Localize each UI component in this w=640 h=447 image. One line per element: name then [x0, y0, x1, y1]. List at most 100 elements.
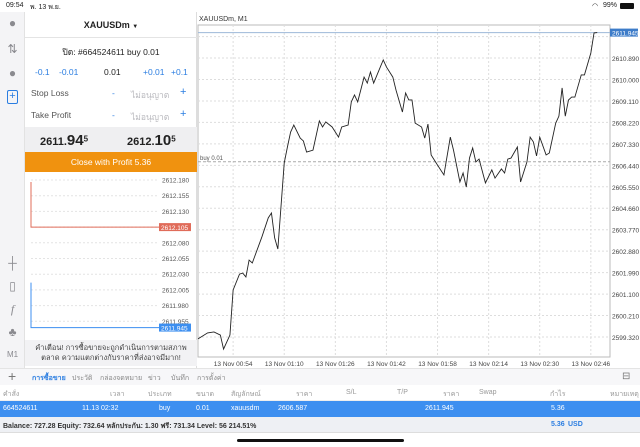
ask-line: [30, 182, 159, 228]
take-profit-minus[interactable]: -: [112, 110, 115, 120]
cell-profit: 5.36: [551, 405, 565, 412]
tab-mailbox[interactable]: กล่องจดหมาย: [100, 375, 143, 382]
ask-price: 2612.105: [127, 132, 176, 149]
tab-journal[interactable]: บันทึก: [171, 375, 190, 382]
close-order-title: ปิด: #664524611 buy 0.01: [62, 47, 160, 57]
tick-label: 2612.155: [162, 193, 189, 200]
take-profit-plus[interactable]: +: [180, 108, 187, 120]
stop-loss-plus[interactable]: +: [180, 86, 187, 98]
date: พ. 13 พ.ย.: [30, 4, 61, 11]
objects-icon[interactable]: ♣: [8, 325, 17, 339]
cell-current-price: 2611.945: [425, 405, 454, 412]
order-panel: XAUUSDm ▼ ปิด: #664524611 buy 0.01 -0.1 …: [25, 12, 197, 368]
tick-chart: 2612.180 2612.155 2612.130 2612.080 2612.055…: [25, 172, 197, 334]
x-tick-label: 13 Nov 01:26: [316, 361, 355, 368]
take-profit-input[interactable]: ไม่อนุญาต: [131, 112, 170, 122]
table-row[interactable]: 664524611 11.13 02:32 buy 0.01 xauusdm 2…: [0, 401, 640, 417]
indicators-icon[interactable]: ▯: [9, 279, 16, 293]
col-profit: กำไร: [550, 391, 566, 398]
crosshair-icon[interactable]: ┼: [8, 256, 17, 270]
new-order-icon[interactable]: +: [7, 90, 18, 104]
bid-tag-label: 2611.945: [161, 326, 188, 333]
home-indicator: [237, 439, 404, 442]
price-line: [197, 32, 598, 351]
tab-news[interactable]: ข่าว: [148, 375, 161, 382]
tick-chart-svg: 2612.180 2612.155 2612.130 2612.080 2612.055…: [30, 178, 191, 333]
price-chart[interactable]: 2610.890 2610.000 2609.110 2608.220 2607.330…: [197, 12, 640, 368]
cell-price: 2606.587: [278, 405, 308, 412]
col-order: คำสั่ง: [3, 391, 20, 398]
ask-tag: [159, 223, 191, 232]
stop-loss-minus[interactable]: -: [112, 88, 115, 98]
y-tick-label: 2600.210: [612, 314, 639, 321]
col-type: ประเภท: [148, 391, 172, 398]
stop-loss-row: Stop Loss - ไม่อนุญาต +: [25, 86, 197, 100]
bid-price: 2611.945: [40, 132, 89, 149]
x-tick-label: 13 Nov 02:14: [469, 361, 508, 368]
x-tick-label: 13 Nov 02:46: [572, 361, 611, 368]
clock: 09:54: [6, 2, 24, 9]
stop-loss-label: Stop Loss: [31, 88, 69, 98]
volume-minus-small[interactable]: -0.01: [59, 67, 79, 77]
volume-plus-small[interactable]: +0.01: [143, 67, 165, 77]
x-tick-label: 13 Nov 02:30: [520, 361, 559, 368]
bid-line: [30, 282, 159, 329]
timeframe-button[interactable]: M1: [6, 350, 19, 359]
battery-percent: 99%: [603, 2, 618, 9]
col-comment: หมายเหตุ: [610, 391, 639, 398]
cell-time: 11.13 02:32: [82, 405, 119, 412]
tab-trade[interactable]: การซื้อขาย: [32, 375, 66, 382]
add-button[interactable]: +: [8, 368, 17, 384]
currency: USD: [568, 421, 583, 428]
tick-label: 2612.080: [162, 240, 189, 247]
x-tick-label: 13 Nov 01:42: [367, 361, 406, 368]
chart-title: XAUUSDm, M1: [199, 16, 248, 23]
cell-volume: 0.01: [196, 405, 210, 412]
close-with-profit-button[interactable]: Close with Profit 5.36: [25, 152, 197, 172]
col-price: ราคา: [296, 391, 313, 398]
current-price-tag: [610, 28, 638, 37]
tool-rail: ● ⇅ ● + ┼ ▯ f ♣ M1: [0, 12, 25, 368]
warning-text: คำเตือน! การซื้อขายจะถูกดำเนินการตามสภาพ…: [25, 340, 197, 366]
function-icon[interactable]: f: [10, 302, 15, 316]
y-tick-label: 2602.880: [612, 249, 639, 256]
tick-label: 2611.980: [162, 303, 189, 310]
take-profit-row: Take Profit - ไม่อนุญาต +: [25, 108, 197, 122]
volume-minus-big[interactable]: -0.1: [35, 67, 50, 77]
x-tick-label: 13 Nov 00:54: [214, 361, 253, 368]
trade-arrows-icon[interactable]: ⇅: [7, 42, 18, 56]
symbol-selector[interactable]: XAUUSDm ▼: [25, 12, 197, 38]
y-tick-label: 2604.660: [612, 206, 639, 213]
volume-row: -0.1 -0.01 0.01 +0.01 +0.1: [25, 67, 197, 79]
x-tick-label: 13 Nov 01:10: [265, 361, 304, 368]
balance-row: Balance: 727.28 Equity: 732.64 หลักประกั…: [0, 417, 640, 433]
chat-icon[interactable]: ●: [8, 66, 17, 80]
tab-history[interactable]: ประวัติ: [72, 375, 93, 382]
volume-plus-big[interactable]: +0.1: [171, 67, 188, 77]
y-tick-label: 2610.000: [612, 77, 639, 84]
tab-settings[interactable]: การตั้งค่า: [197, 375, 226, 382]
current-price-label: 2611.945: [612, 31, 639, 38]
take-profit-label: Take Profit: [31, 110, 72, 120]
tick-label: 2612.180: [162, 178, 189, 185]
chevron-down-icon: ▼: [132, 24, 139, 30]
cell-type: buy: [159, 405, 171, 412]
col-volume: ขนาด: [196, 391, 215, 398]
terminal-tabs: + การซื้อขาย ประวัติ กล่องจดหมาย ข่าว บั…: [0, 368, 640, 385]
plot-frame: [197, 24, 611, 358]
col-current-price: ราคา: [443, 391, 460, 398]
volume-value[interactable]: 0.01: [104, 67, 121, 77]
price-row: 2611.945 2612.105: [25, 127, 197, 152]
tick-label: 2612.130: [162, 209, 189, 216]
price-chart-svg: 2610.890 2610.000 2609.110 2608.220 2607.330…: [197, 16, 639, 368]
stop-loss-input[interactable]: ไม่อนุญาต: [131, 90, 170, 100]
y-tick-label: 2601.990: [612, 271, 639, 278]
order-line-label: buy 0.01: [200, 156, 224, 162]
tick-label: 2611.955: [162, 319, 189, 326]
tick-label: 2612.030: [162, 272, 189, 279]
cell-symbol: xauusdm: [231, 405, 260, 412]
layout-icon[interactable]: ⊟: [622, 371, 631, 382]
col-time: เวลา: [110, 391, 125, 398]
account-icon[interactable]: ●: [8, 16, 17, 30]
wifi-icon: ◠: [592, 3, 599, 10]
